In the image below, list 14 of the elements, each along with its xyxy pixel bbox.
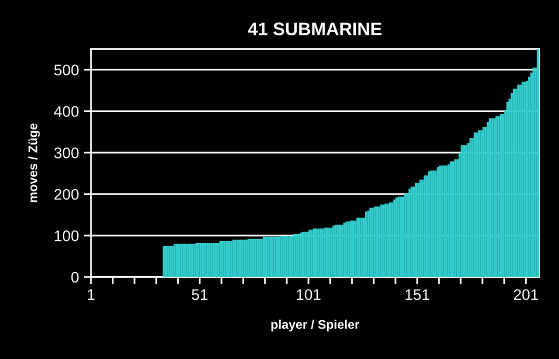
y-tick-label: 0 <box>71 272 79 283</box>
x-tick-label: 151 <box>406 289 430 300</box>
x-tick-label: 1 <box>88 289 95 300</box>
y-tick-label: 500 <box>54 64 79 76</box>
x-tick-label: 201 <box>514 289 538 300</box>
x-tick-label: 101 <box>296 289 320 300</box>
x-tick-label: 51 <box>192 289 208 300</box>
y-axis-title: moves / Züge <box>28 123 40 202</box>
chart-title: 41 SUBMARINE <box>248 22 382 36</box>
y-tick-label: 400 <box>54 106 79 117</box>
y-tick-label: 300 <box>54 148 79 158</box>
y-tick-label: 200 <box>54 188 79 200</box>
y-tick-label: 100 <box>54 230 79 242</box>
x-axis-title: player / Spieler <box>271 320 360 332</box>
